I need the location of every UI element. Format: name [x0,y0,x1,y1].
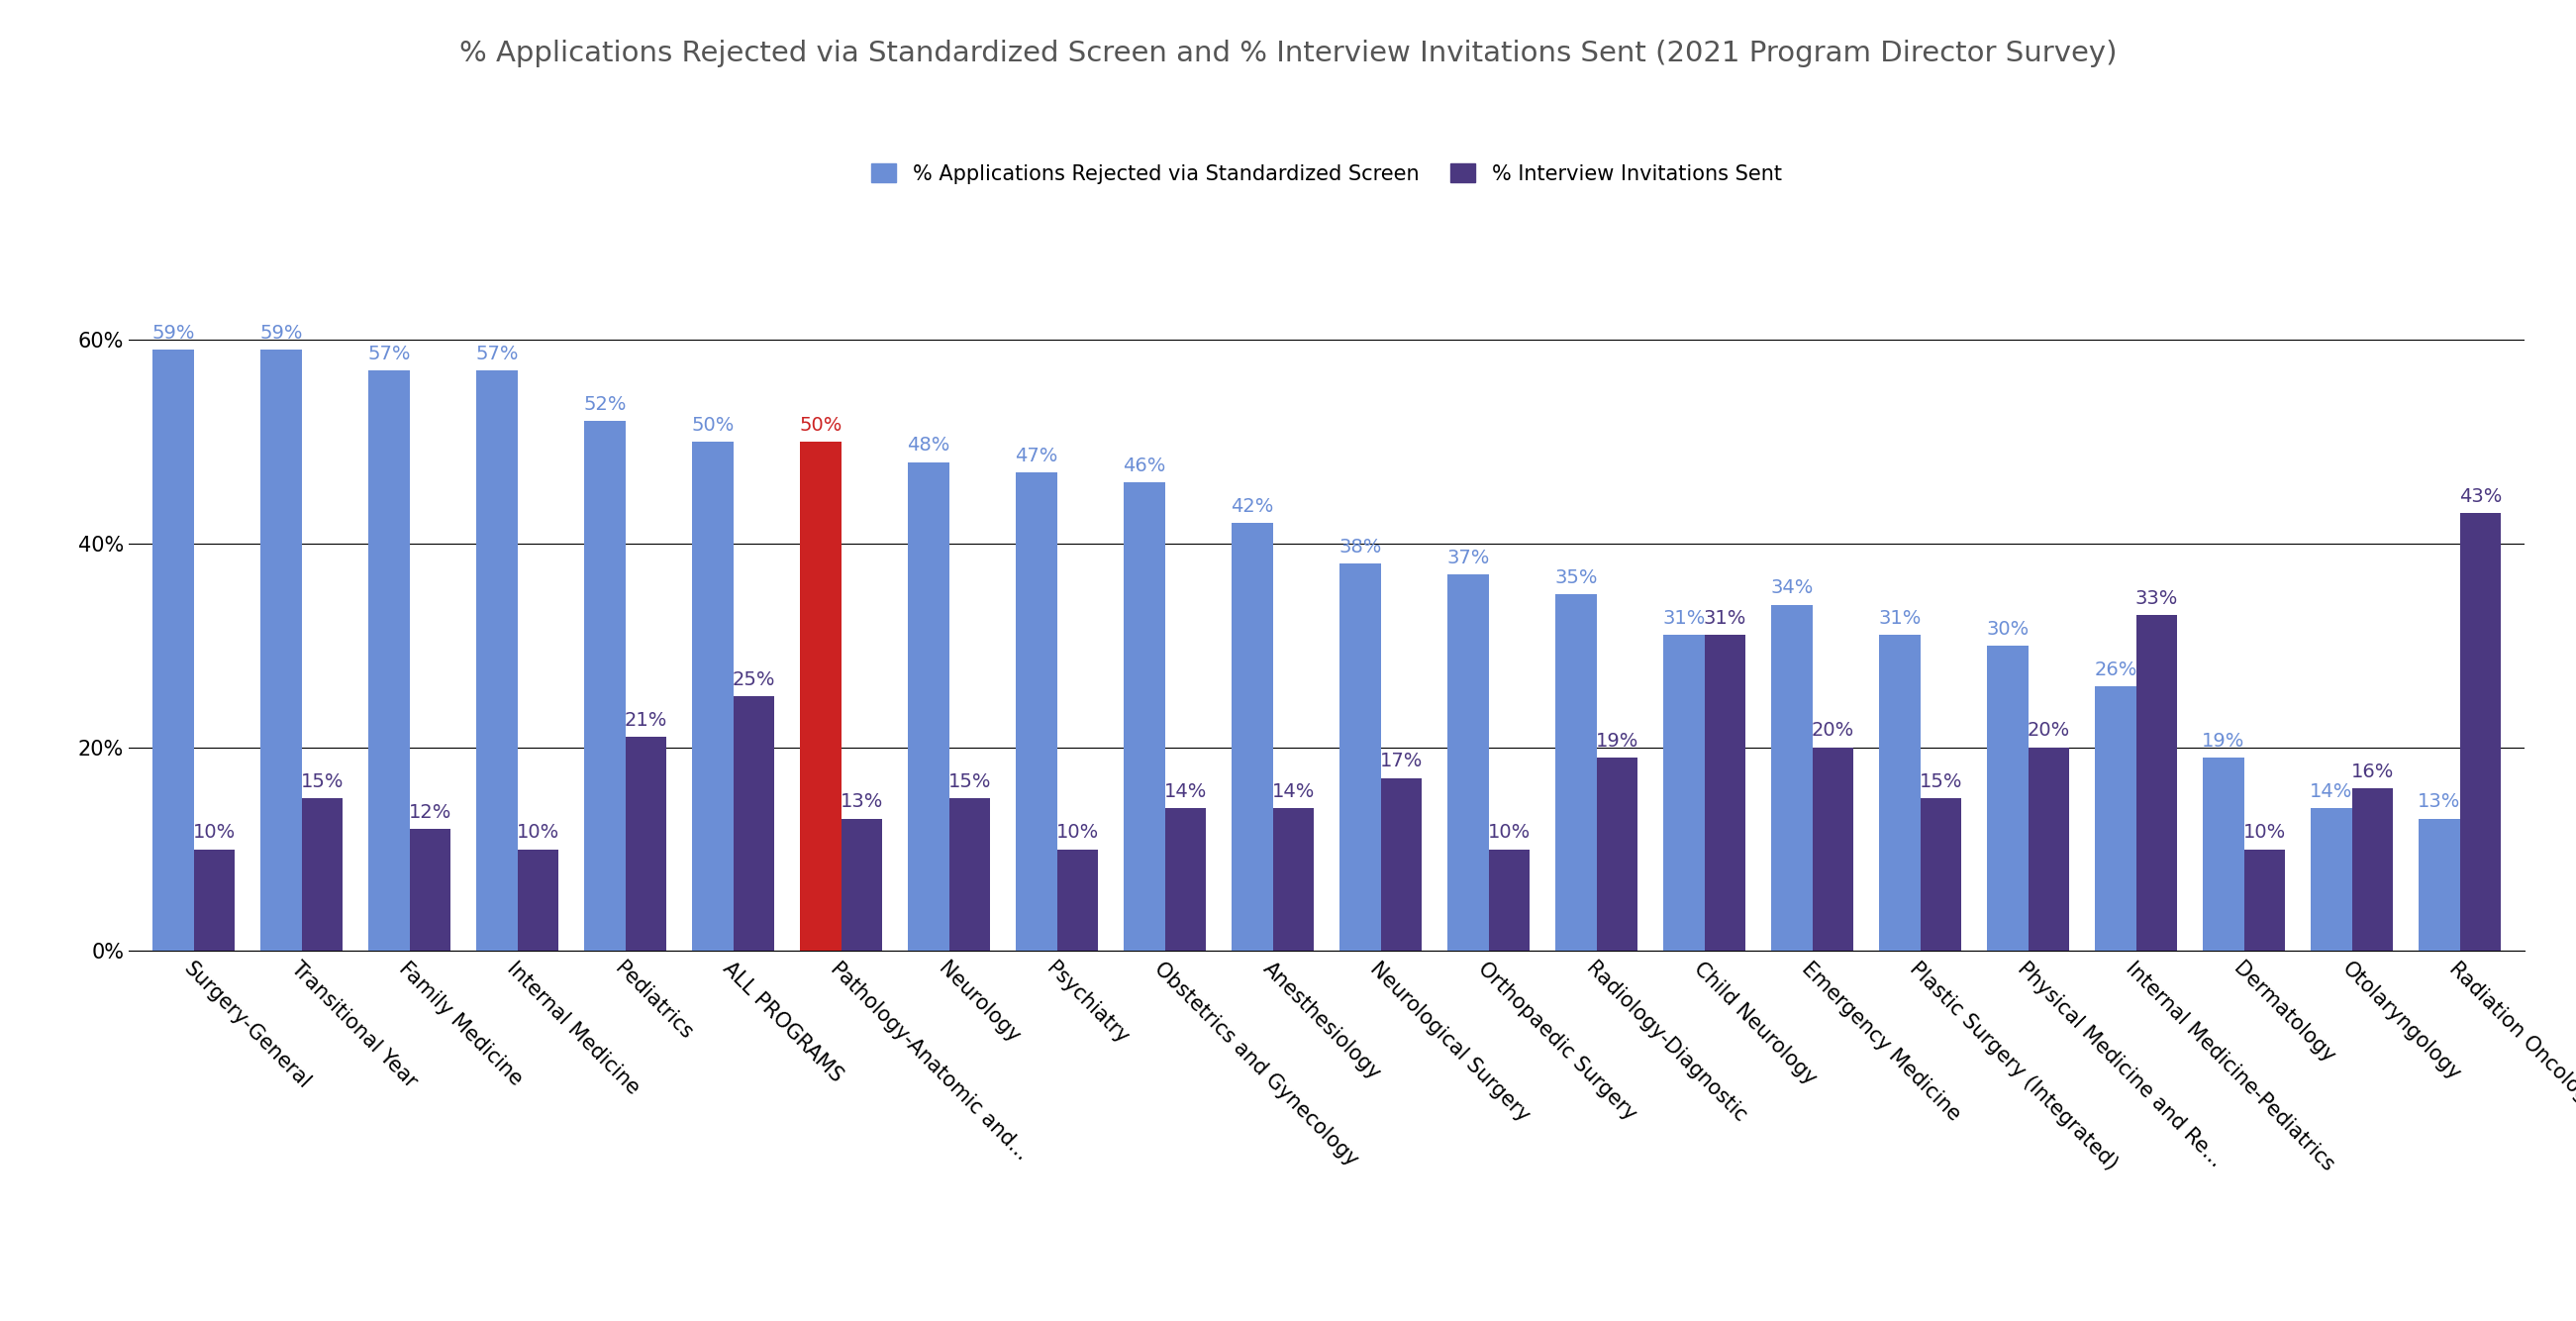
Bar [410,828,451,951]
Bar [948,798,989,951]
Text: 10%: 10% [1056,823,1100,841]
Text: 57%: 57% [474,345,518,363]
Bar [1164,808,1206,951]
Text: 25%: 25% [732,670,775,690]
Bar [1056,849,1097,951]
Text: 20%: 20% [2027,721,2071,740]
Text: 47%: 47% [1015,446,1059,465]
Bar [1772,605,1814,951]
Text: 31%: 31% [1703,609,1747,627]
Bar [840,819,881,951]
Text: 33%: 33% [2136,589,2177,608]
Text: 10%: 10% [1486,823,1530,841]
Text: 35%: 35% [1553,568,1597,588]
Bar [518,849,559,951]
Bar [368,370,410,951]
Bar [693,441,734,951]
Bar [2244,849,2285,951]
Bar [1123,482,1164,951]
Text: 10%: 10% [2244,823,2285,841]
Bar [1919,798,1960,951]
Text: 38%: 38% [1340,538,1381,556]
Bar [152,350,193,951]
Bar [1340,564,1381,951]
Text: 26%: 26% [2094,660,2138,679]
Bar [907,462,948,951]
Bar [1705,635,1747,951]
Text: 13%: 13% [840,793,884,811]
Bar [585,421,626,951]
Text: 52%: 52% [582,395,626,413]
Text: 31%: 31% [1662,609,1705,627]
Text: 31%: 31% [1878,609,1922,627]
Bar [1015,472,1056,951]
Bar [2460,513,2501,951]
Text: 14%: 14% [1273,782,1314,802]
Text: 48%: 48% [907,436,951,454]
Bar [260,350,301,951]
Text: 20%: 20% [1811,721,1855,740]
Bar [2419,819,2460,951]
Text: 15%: 15% [1919,773,1963,791]
Bar [1231,523,1273,951]
Bar [1814,748,1852,951]
Bar [1878,635,1919,951]
Bar [193,849,234,951]
Text: % Applications Rejected via Standardized Screen and % Interview Invitations Sent: % Applications Rejected via Standardized… [459,40,2117,67]
Text: 15%: 15% [301,773,343,791]
Text: 10%: 10% [193,823,234,841]
Text: 15%: 15% [948,773,992,791]
Text: 19%: 19% [1595,732,1638,750]
Bar [2352,789,2393,951]
Text: 46%: 46% [1123,456,1167,476]
Bar [801,441,840,951]
Text: 59%: 59% [260,324,301,342]
Bar [477,370,518,951]
Bar [2094,686,2136,951]
Text: 30%: 30% [1986,620,2030,638]
Bar [2311,808,2352,951]
Bar [301,798,343,951]
Text: 34%: 34% [1770,579,1814,597]
Bar [2027,748,2069,951]
Bar [1597,757,1638,951]
Text: 17%: 17% [1381,752,1422,770]
Text: 42%: 42% [1231,497,1273,517]
Bar [1448,575,1489,951]
Bar [626,737,667,951]
Bar [1273,808,1314,951]
Text: 14%: 14% [2311,782,2352,802]
Bar [1556,594,1597,951]
Bar [1381,778,1422,951]
Text: 12%: 12% [410,803,451,822]
Text: 59%: 59% [152,324,196,342]
Bar [1986,646,2027,951]
Bar [1489,849,1530,951]
Text: 21%: 21% [623,711,667,731]
Text: 10%: 10% [515,823,559,841]
Text: 14%: 14% [1164,782,1206,802]
Text: 19%: 19% [2202,732,2244,750]
Text: 50%: 50% [690,416,734,435]
Text: 37%: 37% [1448,548,1489,567]
Text: 13%: 13% [2419,793,2460,811]
Text: 43%: 43% [2458,487,2501,506]
Bar [2136,614,2177,951]
Bar [1664,635,1705,951]
Text: 57%: 57% [368,345,410,363]
Text: 50%: 50% [799,416,842,435]
Bar [734,696,775,951]
Bar [2202,757,2244,951]
Legend: % Applications Rejected via Standardized Screen, % Interview Invitations Sent: % Applications Rejected via Standardized… [863,156,1790,192]
Text: 16%: 16% [2352,762,2393,781]
